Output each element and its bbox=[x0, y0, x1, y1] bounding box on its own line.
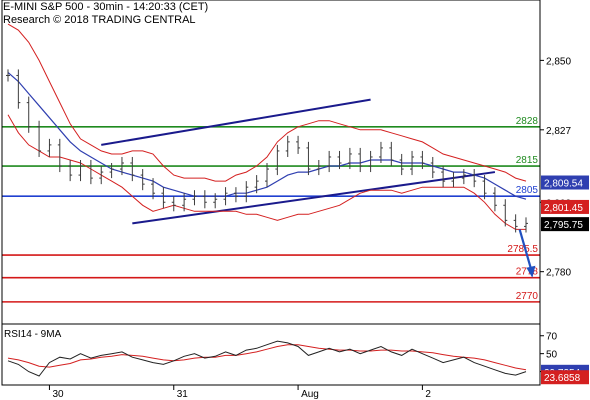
price-badge-label: 2,801.45 bbox=[544, 203, 583, 214]
level-label-2778: 2778 bbox=[516, 267, 539, 278]
bollinger-upper-line bbox=[7, 23, 527, 182]
y-tick-label: 2,850 bbox=[546, 56, 571, 67]
x-tick-label: Aug bbox=[301, 389, 319, 400]
price-badge-label: 2,809.54 bbox=[544, 179, 583, 190]
rsi-y-tick-label: 50 bbox=[546, 350, 558, 361]
rsi-title: RSI14 - 9MA bbox=[4, 329, 62, 340]
level-label-2770: 2770 bbox=[516, 291, 539, 302]
price-badge bbox=[541, 217, 589, 232]
x-tick-label: 30 bbox=[52, 389, 64, 400]
chart-header-copyright: Research © 2018 TRADING CENTRAL bbox=[3, 14, 196, 26]
chart-header-instrument: E-MINI S&P 500 - 30min - 14:20:33 (CET) bbox=[3, 1, 209, 13]
level-label-2815: 2815 bbox=[516, 155, 539, 166]
rsi-line bbox=[7, 340, 527, 377]
y-tick-label: 2,827 bbox=[546, 126, 571, 137]
level-label-2785.5: 2785.5 bbox=[507, 244, 538, 255]
projection-arrow-head bbox=[526, 265, 536, 278]
price-badge bbox=[541, 199, 589, 214]
chart-frame: 30 31 Aug 2 bbox=[1, 0, 541, 400]
rsi-badge bbox=[541, 370, 589, 385]
rsi-ma-line bbox=[7, 344, 527, 371]
plot-border bbox=[1, 0, 541, 386]
x-tick-label: 2 bbox=[425, 389, 431, 400]
level-label-2805: 2805 bbox=[516, 185, 539, 196]
projection-arrow bbox=[518, 229, 534, 275]
rsi-panel: RSI14 - 9MA30507029.735423.6858 bbox=[4, 329, 589, 385]
x-tick-label: 31 bbox=[177, 389, 189, 400]
trendline-1 bbox=[101, 98, 371, 146]
price-panel: 2828281528052785.5277827702,7802,8032,82… bbox=[2, 23, 589, 303]
rsi-badge-label: 23.6858 bbox=[544, 373, 581, 384]
y-tick-label: 2,780 bbox=[546, 268, 571, 279]
price-badge-label: 2,795.75 bbox=[544, 220, 583, 231]
price-badge bbox=[541, 175, 589, 190]
trendline-2 bbox=[132, 171, 496, 225]
moving-average-line bbox=[7, 71, 527, 200]
level-label-2828: 2828 bbox=[516, 116, 539, 127]
rsi-y-tick-label: 70 bbox=[546, 332, 558, 343]
bollinger-lower-line bbox=[7, 114, 526, 230]
